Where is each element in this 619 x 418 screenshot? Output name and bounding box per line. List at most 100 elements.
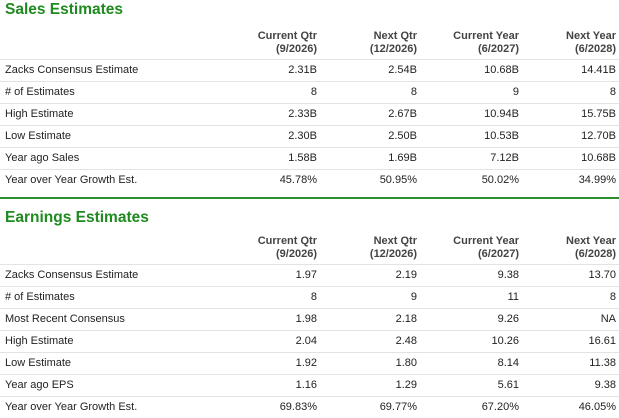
sales-estimates-table: Current Qtr (9/2026) Next Qtr (12/2026) …	[0, 20, 619, 191]
cell-value: 8	[320, 82, 420, 104]
cell-value: 2.50B	[320, 126, 420, 148]
cell-value: 8.14	[420, 353, 522, 375]
earnings-header-next-qtr: Next Qtr (12/2026)	[320, 228, 420, 265]
table-row: High Estimate 2.33B 2.67B 10.94B 15.75B	[0, 104, 619, 126]
column-name: Current Qtr	[258, 30, 317, 42]
cell-value: 1.58B	[219, 148, 320, 170]
cell-value: 2.18	[320, 309, 420, 331]
earnings-header-current-qtr: Current Qtr (9/2026)	[219, 228, 320, 265]
cell-value: 1.92	[219, 353, 320, 375]
row-label: High Estimate	[0, 331, 219, 353]
cell-value: 16.61	[522, 331, 619, 353]
earnings-header-row: Current Qtr (9/2026) Next Qtr (12/2026) …	[0, 228, 619, 265]
cell-value: 11	[420, 287, 522, 309]
column-period: (9/2026)	[219, 43, 317, 56]
column-period: (12/2026)	[320, 43, 417, 56]
cell-value: 2.48	[320, 331, 420, 353]
row-label: Low Estimate	[0, 353, 219, 375]
table-row: Most Recent Consensus 1.98 2.18 9.26 NA	[0, 309, 619, 331]
cell-value: 9	[420, 82, 522, 104]
column-period: (6/2028)	[522, 248, 616, 261]
row-label: # of Estimates	[0, 82, 219, 104]
table-row: Zacks Consensus Estimate 1.97 2.19 9.38 …	[0, 265, 619, 287]
cell-value: 10.26	[420, 331, 522, 353]
cell-value: 14.41B	[522, 60, 619, 82]
column-period: (12/2026)	[320, 248, 417, 261]
cell-value: 9	[320, 287, 420, 309]
cell-value: 1.69B	[320, 148, 420, 170]
earnings-header-current-year: Current Year (6/2027)	[420, 228, 522, 265]
cell-value: 2.31B	[219, 60, 320, 82]
earnings-estimates-section: Earnings Estimates Current Qtr (9/2026) …	[0, 197, 619, 418]
cell-value: 13.70	[522, 265, 619, 287]
table-row: Zacks Consensus Estimate 2.31B 2.54B 10.…	[0, 60, 619, 82]
cell-value: 10.94B	[420, 104, 522, 126]
sales-header-next-qtr: Next Qtr (12/2026)	[320, 20, 420, 60]
column-name: Next Qtr	[374, 30, 417, 42]
row-label: Year ago EPS	[0, 375, 219, 397]
row-label: Zacks Consensus Estimate	[0, 60, 219, 82]
cell-value: 11.38	[522, 353, 619, 375]
table-row: # of Estimates 8 8 9 8	[0, 82, 619, 104]
cell-value: 2.67B	[320, 104, 420, 126]
cell-value: 1.80	[320, 353, 420, 375]
table-row: Year over Year Growth Est. 69.83% 69.77%…	[0, 397, 619, 418]
earnings-header-blank	[0, 228, 219, 265]
sales-header-current-year: Current Year (6/2027)	[420, 20, 522, 60]
column-name: Next Year	[566, 30, 616, 42]
cell-value: 5.61	[420, 375, 522, 397]
column-period: (9/2026)	[219, 248, 317, 261]
cell-value: 12.70B	[522, 126, 619, 148]
table-row: Year ago EPS 1.16 1.29 5.61 9.38	[0, 375, 619, 397]
cell-value: 8	[522, 82, 619, 104]
table-row: Year ago Sales 1.58B 1.69B 7.12B 10.68B	[0, 148, 619, 170]
table-row: High Estimate 2.04 2.48 10.26 16.61	[0, 331, 619, 353]
table-row: Low Estimate 2.30B 2.50B 10.53B 12.70B	[0, 126, 619, 148]
cell-value: 9.38	[522, 375, 619, 397]
cell-value: 1.29	[320, 375, 420, 397]
cell-value: 1.16	[219, 375, 320, 397]
cell-value: 15.75B	[522, 104, 619, 126]
row-label: Year over Year Growth Est.	[0, 170, 219, 192]
earnings-estimates-table: Current Qtr (9/2026) Next Qtr (12/2026) …	[0, 228, 619, 418]
row-label: Low Estimate	[0, 126, 219, 148]
sales-header-row: Current Qtr (9/2026) Next Qtr (12/2026) …	[0, 20, 619, 60]
cell-value: 2.04	[219, 331, 320, 353]
cell-value: 46.05%	[522, 397, 619, 418]
cell-value: 67.20%	[420, 397, 522, 418]
row-label: High Estimate	[0, 104, 219, 126]
cell-value: 2.54B	[320, 60, 420, 82]
cell-value: 7.12B	[420, 148, 522, 170]
sales-header-next-year: Next Year (6/2028)	[522, 20, 619, 60]
cell-value: 10.53B	[420, 126, 522, 148]
cell-value: 45.78%	[219, 170, 320, 192]
column-period: (6/2027)	[420, 43, 519, 56]
cell-value: 69.77%	[320, 397, 420, 418]
cell-value: 34.99%	[522, 170, 619, 192]
column-name: Current Year	[453, 235, 519, 247]
row-label: Year ago Sales	[0, 148, 219, 170]
column-name: Next Qtr	[374, 235, 417, 247]
column-period: (6/2028)	[522, 43, 616, 56]
cell-value: 8	[219, 82, 320, 104]
earnings-header-next-year: Next Year (6/2028)	[522, 228, 619, 265]
sales-header-current-qtr: Current Qtr (9/2026)	[219, 20, 320, 60]
row-label: Zacks Consensus Estimate	[0, 265, 219, 287]
cell-value: 2.33B	[219, 104, 320, 126]
cell-value: 1.98	[219, 309, 320, 331]
row-label: Most Recent Consensus	[0, 309, 219, 331]
cell-value: 50.02%	[420, 170, 522, 192]
column-name: Next Year	[566, 235, 616, 247]
cell-value: 8	[219, 287, 320, 309]
column-name: Current Year	[453, 30, 519, 42]
table-row: Year over Year Growth Est. 45.78% 50.95%…	[0, 170, 619, 192]
table-row: Low Estimate 1.92 1.80 8.14 11.38	[0, 353, 619, 375]
cell-value: 69.83%	[219, 397, 320, 418]
earnings-estimates-title: Earnings Estimates	[0, 199, 619, 228]
row-label: Year over Year Growth Est.	[0, 397, 219, 418]
row-label: # of Estimates	[0, 287, 219, 309]
cell-value: 10.68B	[522, 148, 619, 170]
column-name: Current Qtr	[258, 235, 317, 247]
sales-header-blank	[0, 20, 219, 60]
cell-value: NA	[522, 309, 619, 331]
